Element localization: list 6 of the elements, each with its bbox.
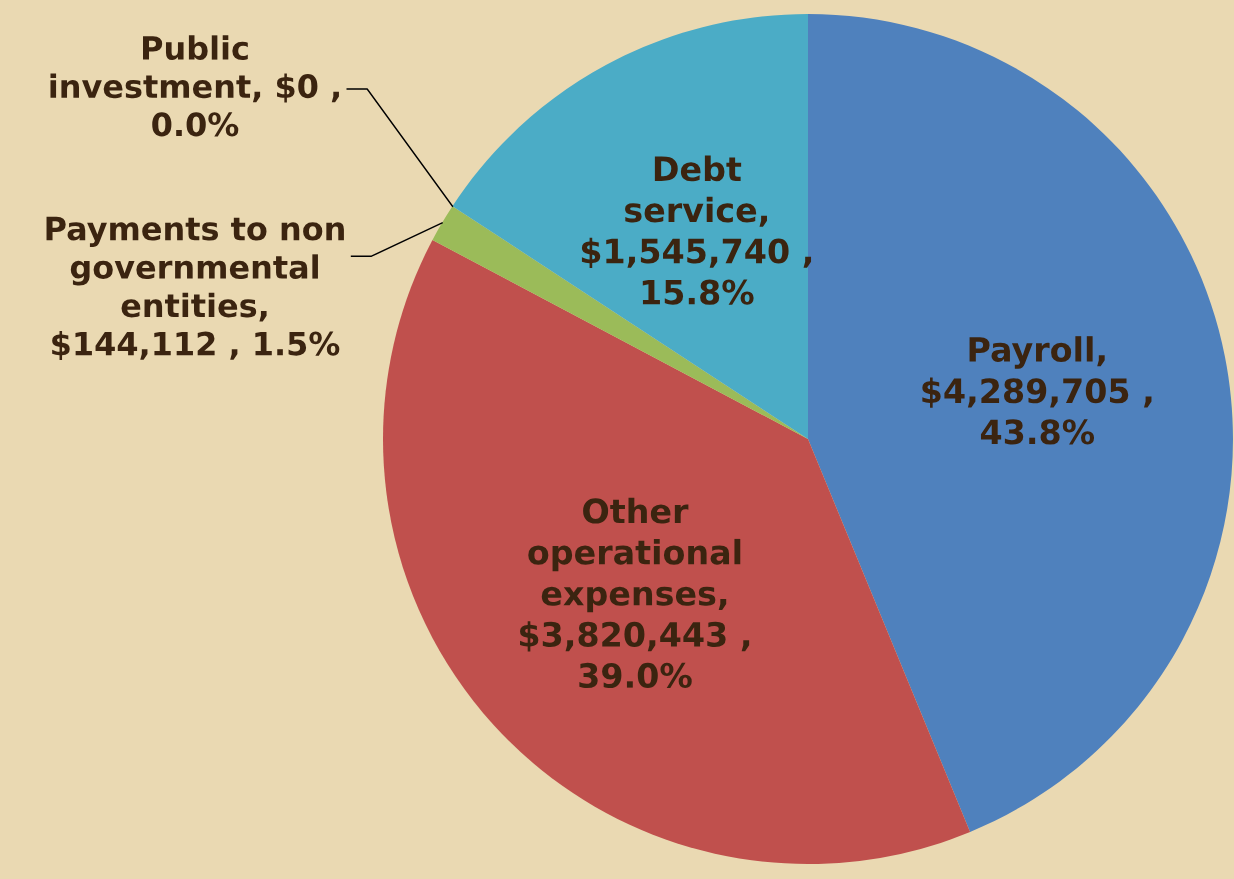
slice-label: Other operational expenses, $3,820,443 , 39.0%	[520, 497, 750, 689]
text: 0.0%	[152, 112, 239, 137]
slice-label: Debt service, $1,545,740 , 15.8%	[581, 155, 812, 305]
slice-label: Payments to non governmental entities, $144,112 , 1.5%	[46, 216, 344, 360]
slice-label: Payroll, $4,289,705 , 43.8%	[922, 336, 1152, 445]
category-label: Public investment, $0 ,	[50, 35, 339, 103]
